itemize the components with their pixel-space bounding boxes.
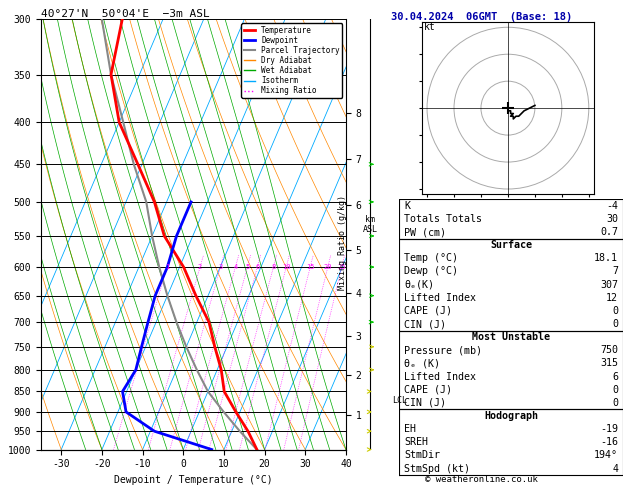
- Text: Hodograph: Hodograph: [484, 411, 538, 421]
- Text: © weatheronline.co.uk: © weatheronline.co.uk: [425, 474, 538, 484]
- Y-axis label: hPa: hPa: [0, 225, 2, 244]
- Text: 0: 0: [612, 398, 618, 408]
- Text: 2: 2: [198, 264, 202, 270]
- Text: 0.7: 0.7: [600, 227, 618, 237]
- Text: CIN (J): CIN (J): [404, 398, 446, 408]
- Text: -4: -4: [606, 201, 618, 211]
- Text: 12: 12: [606, 293, 618, 303]
- Text: 7: 7: [612, 266, 618, 277]
- Text: Lifted Index: Lifted Index: [404, 372, 476, 382]
- Text: 20: 20: [323, 264, 332, 270]
- Text: 15: 15: [306, 264, 314, 270]
- Text: 0: 0: [612, 306, 618, 316]
- Text: 3: 3: [218, 264, 223, 270]
- Legend: Temperature, Dewpoint, Parcel Trajectory, Dry Adiabat, Wet Adiabat, Isotherm, Mi: Temperature, Dewpoint, Parcel Trajectory…: [242, 23, 342, 98]
- Text: Temp (°C): Temp (°C): [404, 253, 458, 263]
- Text: 10: 10: [282, 264, 291, 270]
- Text: 6: 6: [255, 264, 259, 270]
- Text: 30.04.2024  06GMT  (Base: 18): 30.04.2024 06GMT (Base: 18): [391, 12, 572, 22]
- Text: 6: 6: [612, 372, 618, 382]
- Text: 1: 1: [165, 264, 169, 270]
- Y-axis label: km
ASL: km ASL: [362, 215, 377, 234]
- Text: 194°: 194°: [594, 451, 618, 460]
- Text: 315: 315: [600, 359, 618, 368]
- Text: Totals Totals: Totals Totals: [404, 214, 482, 224]
- Text: CIN (J): CIN (J): [404, 319, 446, 329]
- Text: kt: kt: [425, 22, 436, 32]
- Text: Pressure (mb): Pressure (mb): [404, 345, 482, 355]
- Text: LCL: LCL: [392, 396, 407, 405]
- Text: -16: -16: [600, 437, 618, 447]
- Text: 40°27'N  50°04'E  −3m ASL: 40°27'N 50°04'E −3m ASL: [41, 9, 209, 18]
- Text: 8: 8: [271, 264, 276, 270]
- Text: 4: 4: [612, 464, 618, 473]
- Text: PW (cm): PW (cm): [404, 227, 446, 237]
- Text: Most Unstable: Most Unstable: [472, 332, 550, 342]
- X-axis label: Dewpoint / Temperature (°C): Dewpoint / Temperature (°C): [114, 475, 273, 485]
- Text: 0: 0: [612, 319, 618, 329]
- Text: Lifted Index: Lifted Index: [404, 293, 476, 303]
- Text: 307: 307: [600, 279, 618, 290]
- Text: EH: EH: [404, 424, 416, 434]
- Text: Mixing Ratio (g/kg): Mixing Ratio (g/kg): [338, 195, 347, 291]
- Text: -19: -19: [600, 424, 618, 434]
- Text: StmDir: StmDir: [404, 451, 440, 460]
- Text: Surface: Surface: [490, 240, 532, 250]
- Text: 18.1: 18.1: [594, 253, 618, 263]
- Text: StmSpd (kt): StmSpd (kt): [404, 464, 470, 473]
- Text: 4: 4: [233, 264, 238, 270]
- Text: K: K: [404, 201, 410, 211]
- Text: 25: 25: [338, 264, 346, 270]
- Text: 0: 0: [612, 385, 618, 395]
- Text: CAPE (J): CAPE (J): [404, 306, 452, 316]
- Text: 30: 30: [606, 214, 618, 224]
- Text: SREH: SREH: [404, 437, 428, 447]
- Text: CAPE (J): CAPE (J): [404, 385, 452, 395]
- Text: Dewp (°C): Dewp (°C): [404, 266, 458, 277]
- Text: 750: 750: [600, 345, 618, 355]
- Text: θₑ(K): θₑ(K): [404, 279, 434, 290]
- Text: 5: 5: [245, 264, 250, 270]
- Text: θₑ (K): θₑ (K): [404, 359, 440, 368]
